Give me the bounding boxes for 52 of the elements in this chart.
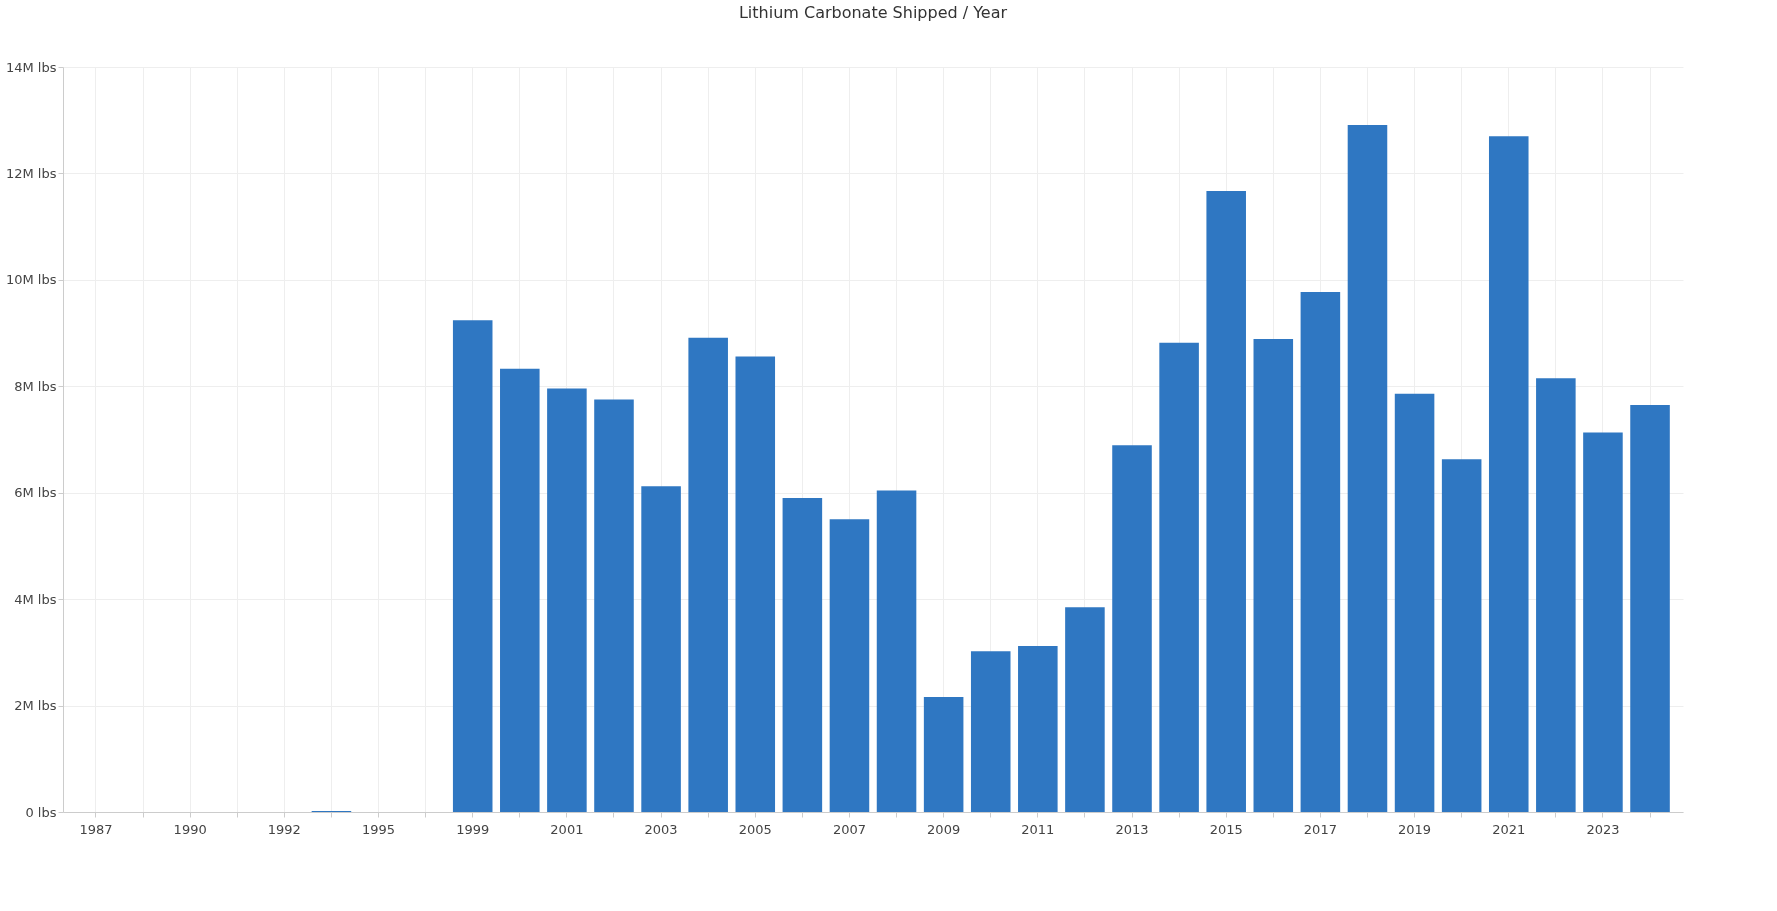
bar xyxy=(829,519,870,812)
x-tick-label: 2013 xyxy=(1115,821,1149,837)
bar xyxy=(923,697,964,812)
chart-title: Lithium Carbonate Shipped / Year xyxy=(738,3,1008,22)
bar xyxy=(1206,190,1246,812)
bar xyxy=(500,368,540,812)
bar xyxy=(782,498,823,812)
bar xyxy=(1488,136,1529,812)
bar xyxy=(1300,292,1341,812)
x-tick-label: 2005 xyxy=(738,821,772,837)
bar xyxy=(547,388,587,812)
bar xyxy=(1065,607,1105,812)
x-tick-label: 2003 xyxy=(644,821,678,837)
bar xyxy=(1441,459,1482,812)
x-tick-label: 1990 xyxy=(173,821,207,837)
x-tick-label: 1995 xyxy=(361,821,396,837)
bar xyxy=(876,490,917,812)
bar xyxy=(1159,342,1199,812)
x-tick-label: 2017 xyxy=(1303,821,1337,837)
x-tick-label: 2021 xyxy=(1492,821,1526,837)
bar xyxy=(1018,645,1058,812)
x-tick-label: 2011 xyxy=(1021,821,1055,837)
y-tick-label: 2M lbs xyxy=(14,698,57,714)
x-tick-label: 2019 xyxy=(1398,821,1432,837)
y-tick-label: 6M lbs xyxy=(14,485,57,501)
bar xyxy=(735,356,776,812)
x-tick-label: 2007 xyxy=(832,821,866,837)
x-tick-label: 1992 xyxy=(267,821,301,837)
bar xyxy=(452,320,493,812)
x-tick-label: 1999 xyxy=(456,821,490,837)
y-tick-label: 14M lbs xyxy=(5,59,57,75)
bar xyxy=(1536,378,1576,812)
x-tick-label: 2015 xyxy=(1209,821,1243,837)
y-tick-label: 0 lbs xyxy=(25,804,57,820)
x-tick-label: 1987 xyxy=(79,821,113,837)
bar xyxy=(594,399,634,812)
bar xyxy=(1394,393,1435,812)
bar xyxy=(1630,404,1670,812)
y-tick-label: 4M lbs xyxy=(14,591,57,607)
bar xyxy=(970,651,1011,812)
x-tick-label: 2023 xyxy=(1586,821,1620,837)
bar xyxy=(1253,338,1294,812)
x-tick-label: 2009 xyxy=(927,821,961,837)
bar xyxy=(1347,125,1388,812)
x-tick-label: 2001 xyxy=(550,821,584,837)
y-tick-label: 10M lbs xyxy=(5,272,57,288)
y-tick-label: 12M lbs xyxy=(5,165,57,181)
bar xyxy=(1583,432,1623,812)
bar xyxy=(688,337,728,812)
bar xyxy=(641,486,681,812)
y-tick-label: 8M lbs xyxy=(14,378,57,394)
bar xyxy=(1112,445,1152,812)
